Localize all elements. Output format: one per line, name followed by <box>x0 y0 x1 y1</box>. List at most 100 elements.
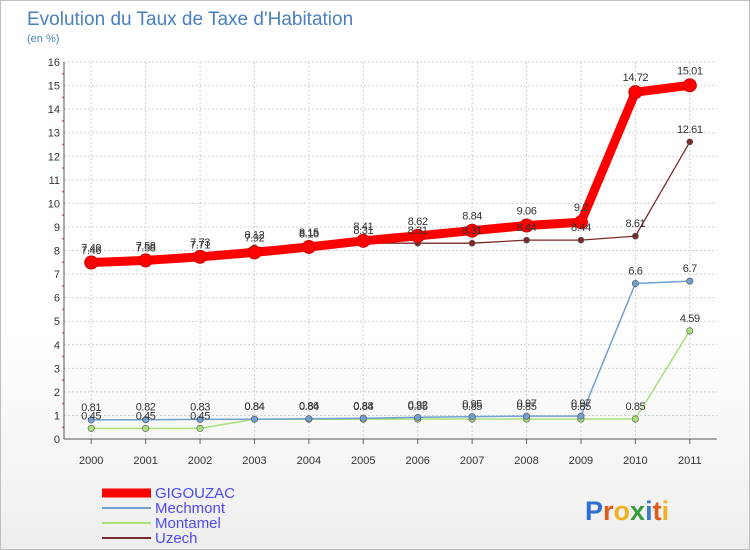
minor-tick-y <box>62 214 64 217</box>
ytick-label-4: 4 <box>54 340 60 352</box>
logo-letter: o <box>614 496 631 526</box>
point-montamel-2000 <box>87 424 95 432</box>
point-montamel-2011 <box>686 327 694 335</box>
point-mechmont-2006 <box>414 413 422 421</box>
data-label-montamel-2007: 0.85 <box>462 401 482 413</box>
xtick-label-2004: 2004 <box>297 455 321 467</box>
point-montamel-2001 <box>142 424 150 432</box>
xtick-label-2010: 2010 <box>623 455 647 467</box>
data-label-mechmont-2011: 6.7 <box>683 263 697 275</box>
data-label-uzech-2003: 8.12 <box>245 230 265 242</box>
point-gigouzac-2011 <box>682 78 697 93</box>
ytick-label-14: 14 <box>48 104 60 116</box>
legend-label-montamel: Montamel <box>155 515 221 532</box>
minor-tick-y <box>62 284 64 287</box>
minor-tick-y <box>62 167 64 169</box>
minor-tick-y <box>62 332 64 334</box>
point-gigouzac-2010 <box>628 85 643 100</box>
point-gigouzac-2004 <box>301 239 316 254</box>
xtick-label-2005: 2005 <box>351 455 375 467</box>
data-label-montamel-2009: 0.85 <box>571 401 591 413</box>
data-label-montamel-2005: 0.84 <box>353 401 373 413</box>
data-label-mechmont-2003: 0.84 <box>245 401 265 413</box>
data-label-montamel-2002: 0.45 <box>190 410 210 422</box>
xtick-label-2009: 2009 <box>569 455 593 467</box>
point-gigouzac-2001 <box>138 253 153 268</box>
data-label-gigouzac-2005: 8.41 <box>353 221 373 233</box>
legend-label-uzech: Uzech <box>155 530 198 547</box>
data-label-gigouzac-2001: 7.58 <box>136 240 156 252</box>
series-line-montamel <box>90 330 691 430</box>
minor-tick-y <box>62 143 64 146</box>
data-label-montamel-2003: 0.84 <box>245 401 265 413</box>
minor-tick-y <box>62 261 64 264</box>
logo-letter: t <box>653 496 662 526</box>
data-label-montamel-2008: 0.85 <box>517 401 537 413</box>
point-gigouzac-2009 <box>573 215 588 230</box>
minor-tick-y <box>62 96 64 99</box>
data-label-gigouzac-2006: 8.62 <box>408 216 428 228</box>
series-line-mechmont <box>90 280 691 421</box>
ytick-label-2: 2 <box>54 387 60 399</box>
xtick-label-2008: 2008 <box>514 455 538 467</box>
minor-tick-y <box>62 72 64 75</box>
logo-letter: i <box>645 496 653 526</box>
point-mechmont-2005 <box>359 414 367 422</box>
data-label-gigouzac-2007: 8.84 <box>462 211 482 223</box>
data-label-uzech-2005: 8.31 <box>353 225 373 237</box>
xtick-label-2011: 2011 <box>678 455 702 467</box>
xtick-label-2001: 2001 <box>133 455 157 467</box>
point-gigouzac-2003 <box>247 245 262 260</box>
data-labels: 7.49 7.58 7.73 7.92 8.15 8.41 8.62 8.84 9.06 9.2 1… <box>81 65 703 422</box>
data-label-uzech-2002: 7.71 <box>190 239 210 251</box>
xtick-label-2006: 2006 <box>405 455 429 467</box>
data-label-mechmont-2007: 0.95 <box>462 399 482 411</box>
data-label-gigouzac-2010: 14.72 <box>623 72 649 84</box>
ytick-label-5: 5 <box>54 316 60 328</box>
logo-letter: i <box>662 496 670 526</box>
data-label-gigouzac-2008: 9.06 <box>517 206 537 218</box>
ytick-label-16: 16 <box>48 57 60 69</box>
minor-tick-y <box>62 426 64 429</box>
point-gigouzac-2008 <box>519 218 534 233</box>
point-gigouzac-2007 <box>465 223 480 238</box>
point-mechmont-2002 <box>196 415 204 423</box>
ytick-label-11: 11 <box>49 175 60 187</box>
point-mechmont-2001 <box>142 416 150 424</box>
point-mechmont-2000 <box>87 416 95 424</box>
ytick-label-10: 10 <box>48 198 60 210</box>
ytick-label-7: 7 <box>54 269 60 281</box>
series-line-gigouzac <box>86 80 695 267</box>
ytick-label-6: 6 <box>54 293 60 305</box>
ytick-label-13: 13 <box>48 128 60 140</box>
point-mechmont-2010 <box>631 279 639 287</box>
ytick-label-9: 9 <box>54 222 60 234</box>
xtick-label-2007: 2007 <box>460 455 484 467</box>
data-label-uzech-2004: 8.16 <box>299 229 319 241</box>
point-gigouzac-2000 <box>84 255 99 270</box>
chart-title: Evolution du Taux de Taxe d'Habitation <box>27 9 353 30</box>
gridlines <box>64 61 717 439</box>
minor-tick-y <box>62 402 64 405</box>
xtick-label-2003: 2003 <box>242 455 266 467</box>
minor-tick-y <box>62 120 64 122</box>
data-label-mechmont-2008: 0.97 <box>517 398 537 410</box>
data-label-gigouzac-2011: 15.01 <box>677 65 703 77</box>
point-gigouzac-2002 <box>193 249 208 264</box>
point-uzech-2010 <box>632 232 639 240</box>
data-label-mechmont-2001: 0.82 <box>136 402 156 414</box>
point-mechmont-2011 <box>686 277 694 285</box>
xtick-label-2000: 2000 <box>79 455 103 467</box>
data-label-gigouzac-2002: 7.73 <box>190 237 210 249</box>
data-label-uzech-2000: 7.46 <box>81 245 101 257</box>
point-montamel-2010 <box>631 415 639 423</box>
data-label-mechmont-2004: 0.86 <box>299 401 319 413</box>
series-line-uzech <box>90 141 691 264</box>
data-label-gigouzac-2003: 7.92 <box>245 232 265 244</box>
legend-label-gigouzac: GIGOUZAC <box>155 485 235 502</box>
legend-label-mechmont: Mechmont <box>155 500 226 517</box>
minor-tick-y <box>62 237 64 240</box>
minor-tick-y <box>62 308 64 311</box>
